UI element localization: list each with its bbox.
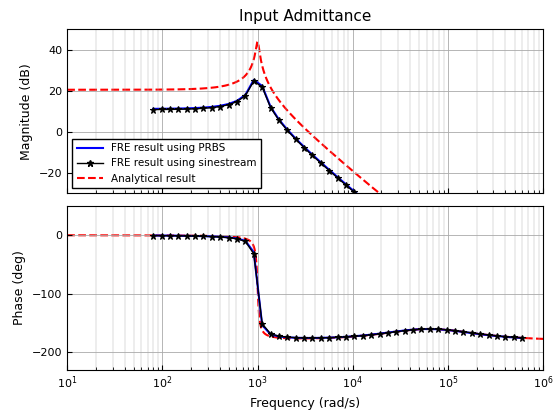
- Y-axis label: Magnitude (dB): Magnitude (dB): [20, 63, 33, 160]
- Title: Input Admittance: Input Admittance: [239, 9, 371, 24]
- X-axis label: Frequency (rad/s): Frequency (rad/s): [250, 396, 360, 410]
- Legend: FRE result using PRBS, FRE result using sinestream, Analytical result: FRE result using PRBS, FRE result using …: [72, 139, 260, 188]
- Y-axis label: Phase (deg): Phase (deg): [13, 250, 26, 325]
